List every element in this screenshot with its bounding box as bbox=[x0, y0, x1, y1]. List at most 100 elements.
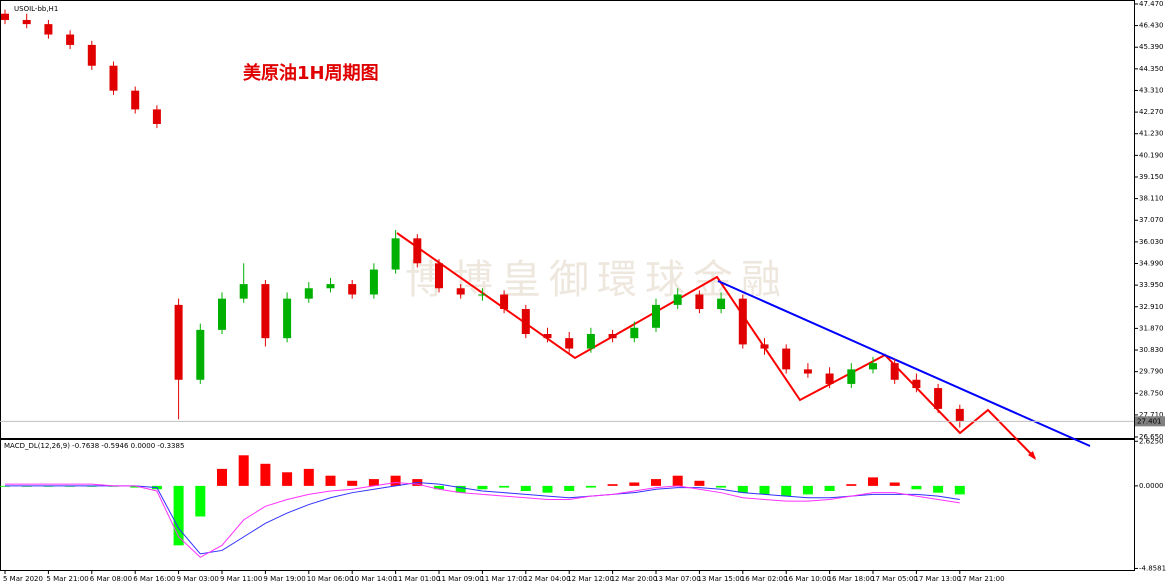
x-tick-label: 6 Mar 16:00 bbox=[133, 575, 175, 583]
candle-body bbox=[521, 309, 530, 335]
histogram-bar bbox=[651, 479, 661, 486]
histogram-bar bbox=[303, 468, 314, 486]
candle-body bbox=[955, 408, 964, 422]
candle-body bbox=[673, 294, 682, 305]
y-tick-label: 34.990 bbox=[1139, 260, 1164, 268]
x-tick-label: 16 Mar 02:00 bbox=[741, 575, 788, 583]
candle-body bbox=[738, 298, 747, 345]
y-tick-label: 47.470 bbox=[1139, 0, 1164, 8]
candle-body bbox=[565, 338, 574, 349]
histogram-bar bbox=[933, 485, 944, 493]
y-tick-label: 28.750 bbox=[1139, 389, 1164, 397]
candle-body bbox=[413, 238, 422, 264]
y-tick-label: 33.950 bbox=[1139, 281, 1164, 289]
candle-body bbox=[586, 334, 595, 349]
x-tick-label: 11 Mar 09:00 bbox=[437, 575, 484, 583]
candle-body bbox=[131, 90, 140, 110]
histogram-bar bbox=[564, 485, 575, 491]
histogram-bar bbox=[607, 484, 618, 486]
histogram-bar bbox=[282, 472, 293, 486]
candle-body bbox=[1, 13, 9, 20]
x-tick-label: 5 Mar 21:00 bbox=[46, 575, 88, 583]
histogram-bar bbox=[759, 485, 770, 495]
histogram-bar bbox=[477, 485, 488, 490]
candle-body bbox=[348, 284, 357, 295]
histogram-bar bbox=[824, 485, 835, 491]
y-tick-label: 0.0000 bbox=[1139, 482, 1164, 490]
candle-body bbox=[109, 65, 118, 91]
histogram-bar bbox=[954, 485, 965, 495]
histogram-bar bbox=[325, 475, 336, 486]
x-tick-label: 12 Mar 12:00 bbox=[567, 575, 614, 583]
candle-body bbox=[500, 294, 509, 310]
candle-body bbox=[717, 298, 726, 310]
candle-body bbox=[847, 369, 856, 384]
y-tick-label: 31.870 bbox=[1139, 324, 1164, 332]
indicator-line bbox=[5, 481, 960, 558]
candle-body bbox=[543, 334, 552, 339]
x-tick-label: 6 Mar 08:00 bbox=[90, 575, 132, 583]
candle-body bbox=[803, 369, 812, 374]
x-tick-label: 16 Mar 18:00 bbox=[828, 575, 875, 583]
y-tick-label: 2.6250 bbox=[1139, 437, 1164, 445]
y-tick-label: 32.910 bbox=[1139, 303, 1164, 311]
histogram-bar bbox=[434, 485, 444, 490]
x-tick-label: 5 Mar 2020 bbox=[3, 575, 43, 583]
histogram-bar bbox=[347, 480, 358, 486]
candle-body bbox=[890, 363, 899, 380]
x-tick-label: 17 Mar 13:00 bbox=[914, 575, 961, 583]
last-price-tag bbox=[1135, 416, 1165, 427]
candle-body bbox=[261, 284, 270, 339]
y-tick-label: 45.390 bbox=[1139, 43, 1164, 51]
x-tick-label: 10 Mar 06:00 bbox=[307, 575, 354, 583]
y-tick-label: 43.310 bbox=[1139, 86, 1164, 94]
y-tick-label: 36.030 bbox=[1139, 238, 1164, 246]
candle-body bbox=[760, 344, 769, 349]
y-tick-label: 27.710 bbox=[1139, 411, 1164, 419]
y-tick-label: -4.8581 bbox=[1139, 564, 1166, 572]
histogram-bar bbox=[672, 475, 683, 486]
histogram-bar bbox=[368, 479, 379, 486]
histogram-bar bbox=[846, 484, 857, 486]
histogram-bar bbox=[173, 485, 184, 546]
histogram-bar bbox=[694, 480, 705, 486]
x-tick-label: 17 Mar 21:00 bbox=[958, 575, 1005, 583]
candle-body bbox=[218, 298, 226, 330]
x-tick-label: 13 Mar 07:00 bbox=[654, 575, 701, 583]
y-tick-label: 44.350 bbox=[1139, 65, 1164, 73]
candle-body bbox=[369, 269, 378, 295]
x-tick-label: 9 Mar 19:00 bbox=[263, 575, 305, 583]
chart-title: USOIL-bb,H1 bbox=[14, 5, 58, 13]
candle-body bbox=[326, 284, 335, 289]
histogram-bar bbox=[260, 463, 271, 486]
candle-body bbox=[934, 388, 943, 409]
candle-body bbox=[456, 288, 465, 295]
histogram-bar bbox=[889, 482, 900, 486]
histogram-bar bbox=[911, 485, 922, 490]
y-tick-label: 40.190 bbox=[1139, 151, 1164, 159]
candle-body bbox=[652, 304, 660, 328]
candle-body bbox=[782, 348, 791, 370]
x-tick-label: 12 Mar 20:00 bbox=[611, 575, 658, 583]
candle-body bbox=[152, 109, 161, 124]
histogram-bar bbox=[217, 468, 227, 486]
x-tick-label: 13 Mar 15:00 bbox=[697, 575, 744, 583]
x-tick-label: 12 Mar 04:00 bbox=[524, 575, 571, 583]
histogram-bar bbox=[499, 485, 510, 488]
zigzag-drawing bbox=[396, 232, 1036, 459]
histogram-bar bbox=[455, 485, 466, 493]
candle-body bbox=[630, 327, 639, 339]
candle-body bbox=[608, 334, 617, 339]
annotation: 美原油1H周期图 bbox=[243, 62, 379, 84]
candle-body bbox=[44, 24, 53, 35]
candle-body bbox=[869, 363, 877, 370]
histogram-bar bbox=[520, 485, 531, 491]
candle-body bbox=[283, 298, 292, 339]
candle-body bbox=[304, 288, 313, 299]
y-tick-label: 42.270 bbox=[1139, 108, 1164, 116]
candle-body bbox=[435, 263, 443, 289]
y-tick-label: 26.650 bbox=[1139, 433, 1164, 441]
x-tick-label: 10 Mar 14:00 bbox=[350, 575, 397, 583]
histogram-bar bbox=[868, 477, 878, 486]
candle-body bbox=[196, 329, 205, 380]
